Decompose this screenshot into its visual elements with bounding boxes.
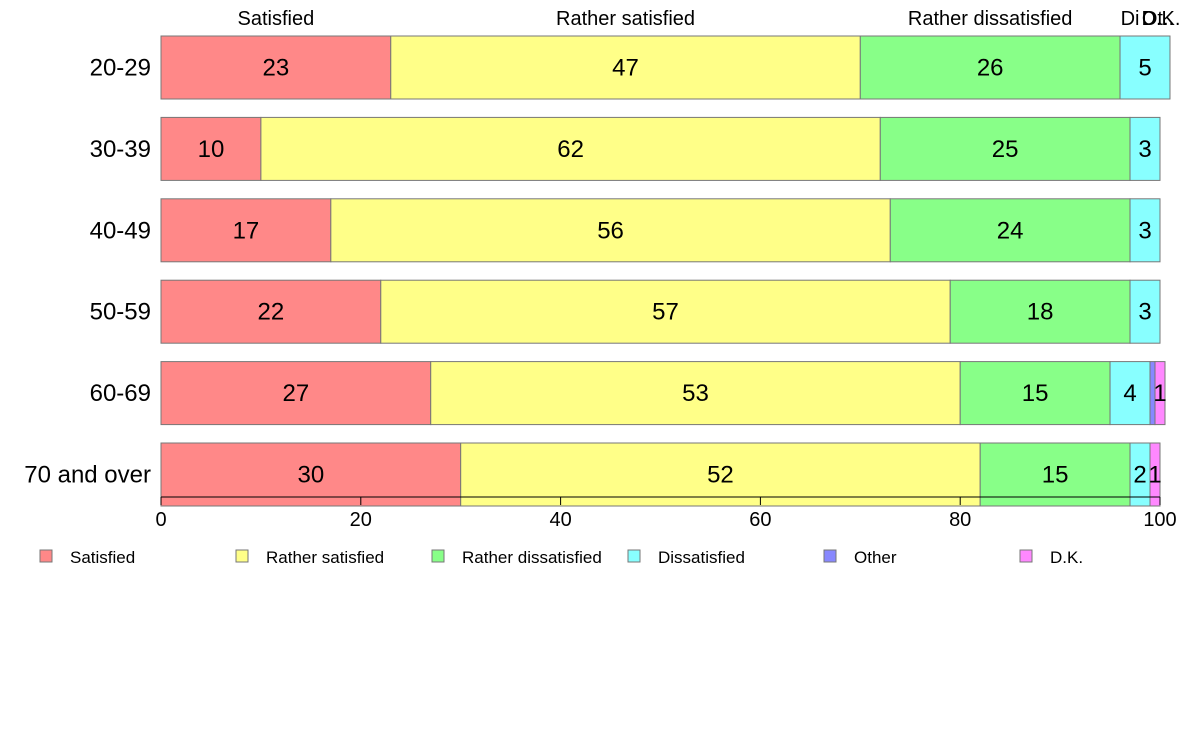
top-series-label: Rather dissatisfied (908, 8, 1073, 30)
legend-label: Satisfied (70, 548, 135, 567)
data-label: 52 (707, 462, 734, 489)
bar-segment (1129, 116, 1161, 181)
bar-segment (1119, 35, 1171, 100)
legend-label: Other (854, 548, 897, 567)
legend-label: Rather satisfied (266, 548, 384, 567)
data-label: 57 (652, 299, 679, 326)
bar-segment (160, 198, 332, 263)
data-label: 53 (682, 380, 709, 407)
legend-label: Rather dissatisfied (462, 548, 602, 567)
bar-segment (160, 442, 462, 507)
bar-segment (889, 198, 1131, 263)
bar-segment (160, 279, 382, 344)
data-label: 24 (997, 217, 1024, 244)
bar-segment (1129, 198, 1161, 263)
bar-segment (390, 35, 861, 100)
bar-segment (1154, 361, 1166, 426)
legend-swatch (627, 549, 641, 563)
data-label: 15 (1042, 462, 1069, 489)
legend-swatch (431, 549, 445, 563)
top-series-label: D.K. (1142, 8, 1181, 30)
data-label: 62 (557, 136, 584, 163)
legend-swatch (1019, 549, 1033, 563)
top-series-label: Satisfied (238, 8, 315, 30)
bar-segment (979, 442, 1131, 507)
bar-segment (1129, 279, 1161, 344)
x-tick-label: 80 (949, 509, 971, 531)
bar-segment (949, 279, 1131, 344)
bar-segment (160, 116, 262, 181)
data-label: 5 (1138, 55, 1151, 82)
data-label: 15 (1022, 380, 1049, 407)
bar-segment (1149, 442, 1161, 507)
x-tick-label: 20 (350, 509, 372, 531)
bar-segment (879, 116, 1131, 181)
data-label: 1 (1148, 462, 1161, 489)
data-label: 17 (233, 217, 260, 244)
x-tick-label: 100 (1143, 509, 1176, 531)
x-tick-label: 0 (155, 509, 166, 531)
data-label: 2 (1133, 462, 1146, 489)
top-series-label: Rather satisfied (556, 8, 695, 30)
bar-segment (430, 361, 961, 426)
top-series-label: Di (1121, 8, 1140, 30)
bar-segment (460, 442, 981, 507)
category-label: 70 and over (24, 462, 151, 489)
data-label: 56 (597, 217, 624, 244)
data-label: 22 (258, 299, 285, 326)
data-label: 27 (283, 380, 310, 407)
legend-label: D.K. (1050, 548, 1083, 567)
category-label: 20-29 (90, 55, 151, 82)
x-tick-label: 60 (749, 509, 771, 531)
data-label: 47 (612, 55, 639, 82)
data-label: 30 (297, 462, 324, 489)
legend-label: Dissatisfied (658, 548, 745, 567)
data-label: 3 (1138, 217, 1151, 244)
data-label: 23 (263, 55, 290, 82)
legend-swatch (823, 549, 837, 563)
data-label: 26 (977, 55, 1004, 82)
bar-segment (330, 198, 891, 263)
top-series-label: Ot.. (1142, 8, 1174, 30)
legend-swatch (235, 549, 249, 563)
category-label: 50-59 (90, 299, 151, 326)
data-label: 25 (992, 136, 1019, 163)
data-label: 1 (1153, 380, 1166, 407)
data-label: 3 (1138, 299, 1151, 326)
x-tick-label: 40 (549, 509, 571, 531)
legend-swatch (39, 549, 53, 563)
bar-segment (260, 116, 881, 181)
data-label: 3 (1138, 136, 1151, 163)
category-label: 30-39 (90, 136, 151, 163)
bar-segment (959, 361, 1111, 426)
data-label: 18 (1027, 299, 1054, 326)
data-label: 4 (1123, 380, 1136, 407)
category-label: 60-69 (90, 380, 151, 407)
category-label: 40-49 (90, 217, 151, 244)
data-label: 10 (198, 136, 225, 163)
bar-segment (380, 279, 951, 344)
